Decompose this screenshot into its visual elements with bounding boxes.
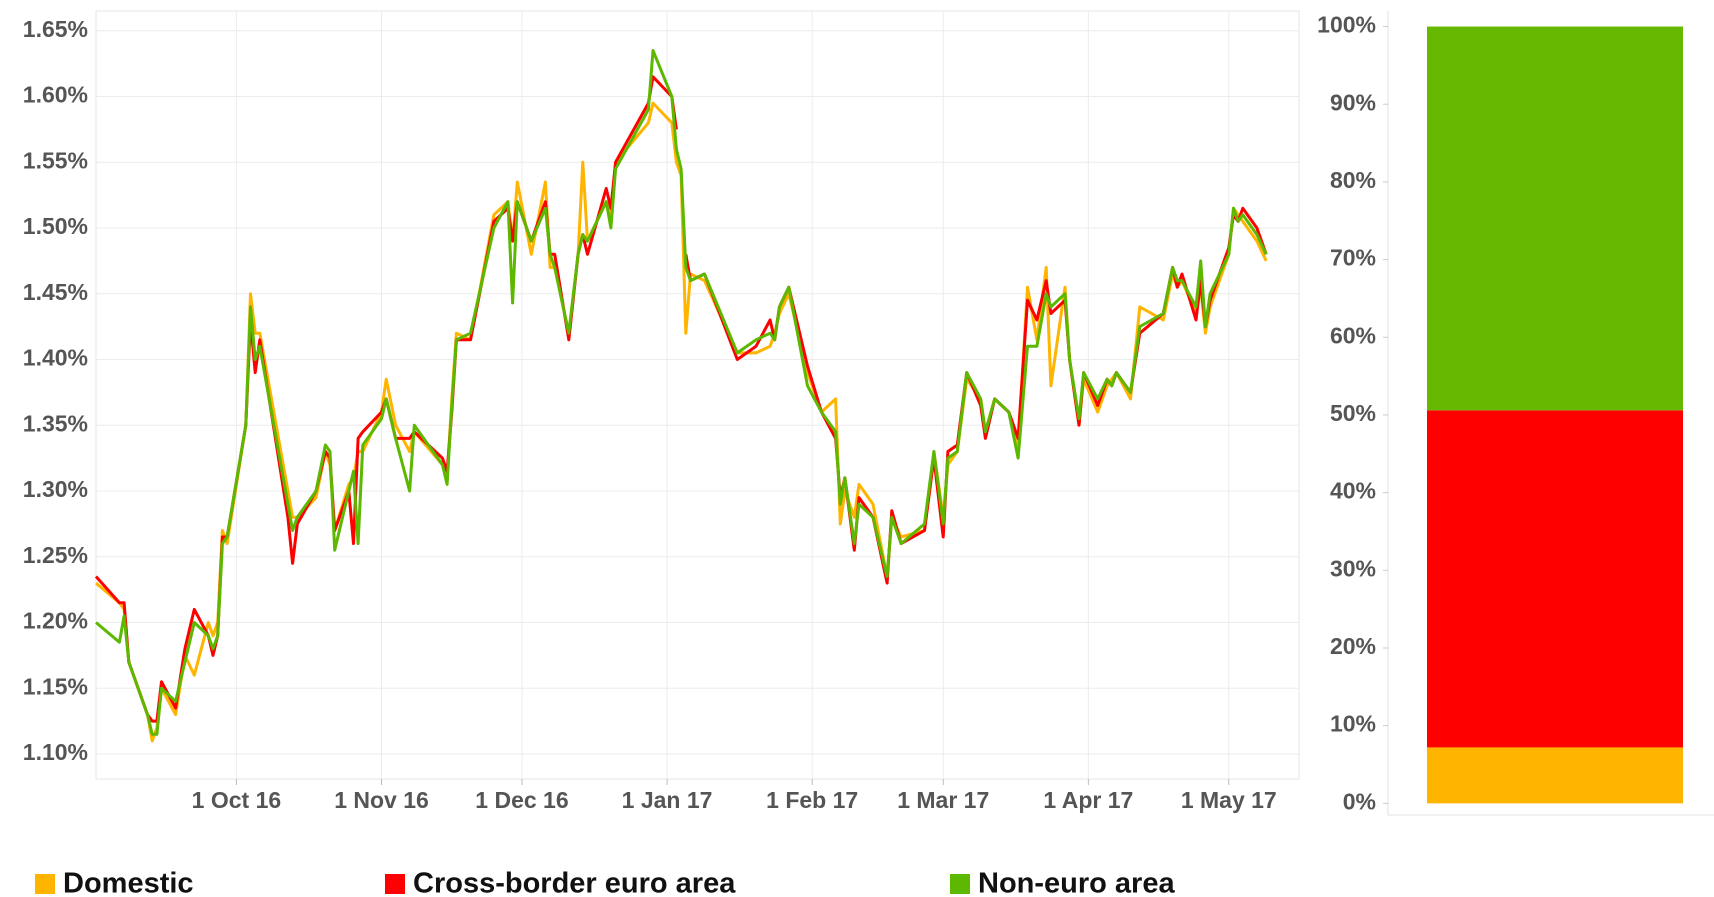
legend-label: Non-euro area [978,868,1175,897]
y-tick-label: 1.10% [23,739,88,765]
y-tick-label: 60% [1330,322,1376,348]
bar-segment [1427,26,1683,411]
legend-swatch [35,874,55,894]
x-tick-label: 1 Apr 17 [1043,787,1133,813]
series-line [95,101,1268,743]
y-tick-label: 80% [1330,167,1376,193]
legend-label: Domestic [63,868,194,897]
y-tick-label: 20% [1330,633,1376,659]
x-tick-label: 1 Jan 17 [622,787,713,813]
x-tick-label: 1 Nov 16 [334,787,429,813]
legend-label: Cross-border euro area [413,868,736,897]
bar-segment [1427,747,1683,804]
y-tick-label: 1.50% [23,213,88,239]
y-tick-label: 1.20% [23,608,88,634]
x-tick-label: 1 Dec 16 [475,787,568,813]
plot-frame [95,10,1300,780]
y-tick-label: 70% [1330,245,1376,271]
y-tick-label: 40% [1330,478,1376,504]
y-tick-label: 90% [1330,89,1376,115]
bar-segment [1427,410,1683,748]
y-tick-label: 1.40% [23,345,88,371]
x-tick-label: 1 Feb 17 [766,787,858,813]
y-tick-label: 1.30% [23,476,88,502]
series-line [95,49,1268,736]
y-tick-label: 1.55% [23,147,88,173]
y-tick-label: 10% [1330,711,1376,737]
y-tick-label: 100% [1317,12,1376,38]
x-tick-label: 1 Oct 16 [192,787,282,813]
y-tick-label: 1.65% [23,16,88,42]
x-tick-label: 1 Mar 17 [897,787,989,813]
y-tick-label: 1.60% [23,82,88,108]
x-tick-label: 1 May 17 [1181,787,1277,813]
legend-swatch [385,874,405,894]
y-tick-label: 50% [1330,400,1376,426]
y-tick-label: 0% [1343,788,1376,814]
y-tick-label: 1.25% [23,542,88,568]
y-tick-label: 1.45% [23,279,88,305]
y-tick-label: 30% [1330,555,1376,581]
y-tick-label: 1.35% [23,410,88,436]
y-tick-label: 1.15% [23,673,88,699]
legend-swatch [950,874,970,894]
